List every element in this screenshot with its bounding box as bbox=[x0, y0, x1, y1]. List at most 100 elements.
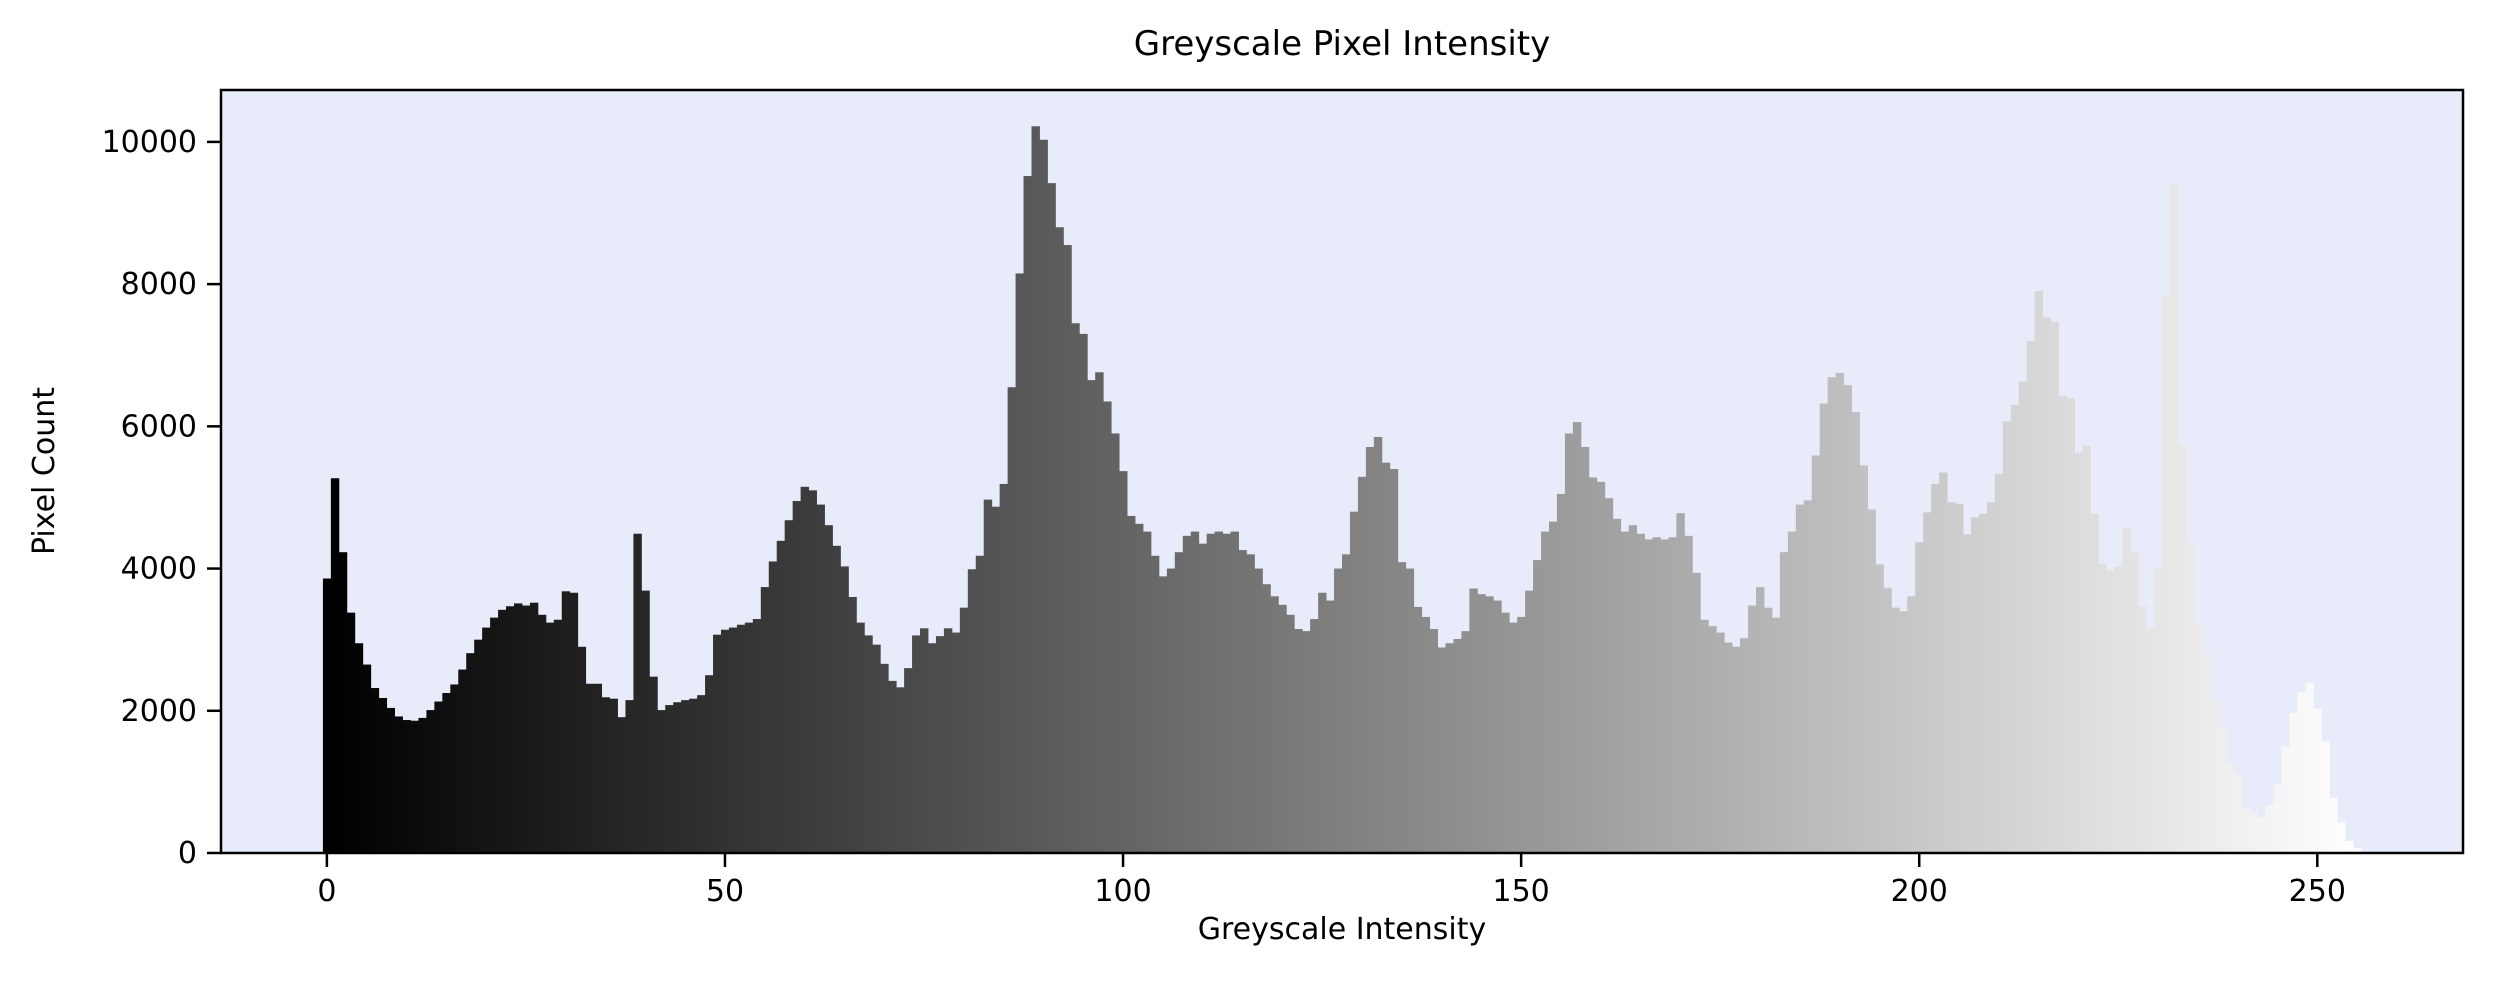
histogram-bar bbox=[1334, 568, 1343, 853]
histogram-bar bbox=[728, 627, 738, 853]
histogram-bar bbox=[951, 632, 961, 853]
y-tick-label: 2000 bbox=[121, 694, 197, 729]
histogram-bar bbox=[458, 669, 467, 853]
x-tick-label: 0 bbox=[317, 874, 336, 909]
histogram-bar bbox=[697, 695, 706, 853]
histogram-bar bbox=[1787, 531, 1797, 853]
histogram-bar bbox=[1652, 537, 1661, 853]
histogram-bars bbox=[322, 126, 2362, 854]
histogram-bar bbox=[498, 609, 507, 853]
histogram-bar bbox=[1429, 629, 1438, 853]
histogram-bar bbox=[824, 525, 833, 853]
histogram-bar bbox=[410, 720, 419, 853]
histogram-bar bbox=[2281, 746, 2290, 853]
histogram-bar bbox=[1095, 372, 1104, 853]
histogram-bar bbox=[657, 710, 666, 853]
histogram-bar bbox=[1978, 513, 1988, 853]
histogram-bar bbox=[1326, 600, 1335, 853]
histogram-bar bbox=[959, 607, 969, 853]
histogram-bar bbox=[760, 587, 770, 853]
histogram-bar bbox=[513, 603, 523, 853]
histogram-bar bbox=[2066, 397, 2075, 853]
histogram-bar bbox=[1469, 588, 1478, 853]
histogram-bar bbox=[1970, 517, 1980, 853]
histogram-bar bbox=[1206, 533, 1216, 853]
histogram-bar bbox=[1389, 469, 1399, 853]
histogram-bar bbox=[665, 705, 674, 853]
histogram-bar bbox=[2257, 817, 2266, 853]
histogram-bar bbox=[856, 622, 865, 853]
histogram-bar bbox=[1142, 531, 1152, 853]
histogram-bar bbox=[506, 606, 515, 853]
histogram-bar bbox=[569, 592, 579, 853]
histogram-bar bbox=[975, 555, 985, 853]
histogram-bar bbox=[2114, 566, 2123, 853]
histogram-bar bbox=[1803, 500, 1813, 853]
histogram-bar bbox=[1222, 533, 1231, 853]
histogram-bar bbox=[2018, 381, 2028, 853]
histogram-bar bbox=[1405, 568, 1415, 853]
histogram-bar bbox=[689, 698, 698, 853]
histogram-bar bbox=[1644, 539, 1653, 853]
histogram-bar bbox=[378, 697, 388, 853]
histogram-bar bbox=[1071, 323, 1080, 853]
histogram-bar bbox=[1771, 617, 1781, 853]
histogram-bar bbox=[1883, 587, 1892, 853]
histogram-bar bbox=[848, 597, 857, 853]
histogram-bar bbox=[927, 643, 937, 853]
histogram-bar bbox=[561, 591, 571, 853]
histogram-bar bbox=[1349, 511, 1359, 853]
y-axis-label: Pixel Count bbox=[27, 386, 62, 556]
histogram-bar bbox=[553, 619, 563, 853]
histogram-bar bbox=[1628, 525, 1638, 853]
histogram-bar bbox=[752, 619, 762, 853]
histogram-bar bbox=[394, 716, 403, 853]
histogram-bar bbox=[784, 520, 794, 853]
histogram-bar bbox=[1963, 534, 1972, 853]
histogram-bar bbox=[2233, 774, 2243, 853]
histogram-bar bbox=[1875, 564, 1884, 853]
histogram-bar bbox=[450, 684, 459, 853]
histogram-bar bbox=[529, 602, 539, 853]
histogram-bar bbox=[792, 501, 802, 853]
histogram-bar bbox=[1445, 643, 1454, 853]
histogram-bar bbox=[1541, 531, 1550, 853]
histogram-bar bbox=[1859, 465, 1868, 853]
histogram-bar bbox=[2201, 653, 2211, 853]
histogram-bar bbox=[1055, 227, 1064, 854]
x-axis: 0 50 100 150 200 250 bbox=[317, 853, 2346, 909]
histogram-bar bbox=[1517, 616, 1526, 853]
histogram-bar bbox=[617, 717, 626, 853]
histogram-bar bbox=[1254, 568, 1263, 853]
histogram-bar bbox=[1572, 422, 1582, 853]
histogram-bar bbox=[338, 552, 348, 853]
histogram-bar bbox=[943, 628, 953, 853]
histogram-bar bbox=[2241, 808, 2251, 853]
histogram-bar bbox=[346, 612, 356, 853]
histogram-bar bbox=[1007, 387, 1017, 853]
histogram-bar bbox=[2002, 421, 2012, 853]
histogram-bar bbox=[1421, 616, 1431, 853]
x-tick-label: 100 bbox=[1094, 874, 1151, 909]
histogram-bar bbox=[967, 569, 977, 853]
y-tick-label: 10000 bbox=[102, 125, 197, 160]
x-tick-label: 150 bbox=[1493, 874, 1550, 909]
histogram-bar bbox=[1676, 513, 1685, 853]
histogram-bar bbox=[1357, 476, 1367, 853]
x-tick-label: 250 bbox=[2289, 874, 2346, 909]
histogram-bar bbox=[537, 614, 547, 853]
histogram-bar bbox=[1135, 523, 1144, 853]
histogram-bar bbox=[1867, 509, 1876, 853]
histogram-bar bbox=[625, 700, 634, 853]
histogram-bar bbox=[545, 622, 555, 853]
histogram-bar bbox=[2098, 563, 2107, 853]
histogram-bar bbox=[840, 566, 849, 853]
histogram-bar bbox=[1748, 605, 1757, 853]
histogram-bar bbox=[2106, 570, 2115, 853]
histogram-bar bbox=[1485, 596, 1494, 853]
histogram-bar bbox=[370, 688, 380, 853]
histogram-bar bbox=[864, 635, 873, 853]
histogram-bar bbox=[776, 540, 786, 853]
histogram-bar bbox=[1023, 176, 1032, 854]
